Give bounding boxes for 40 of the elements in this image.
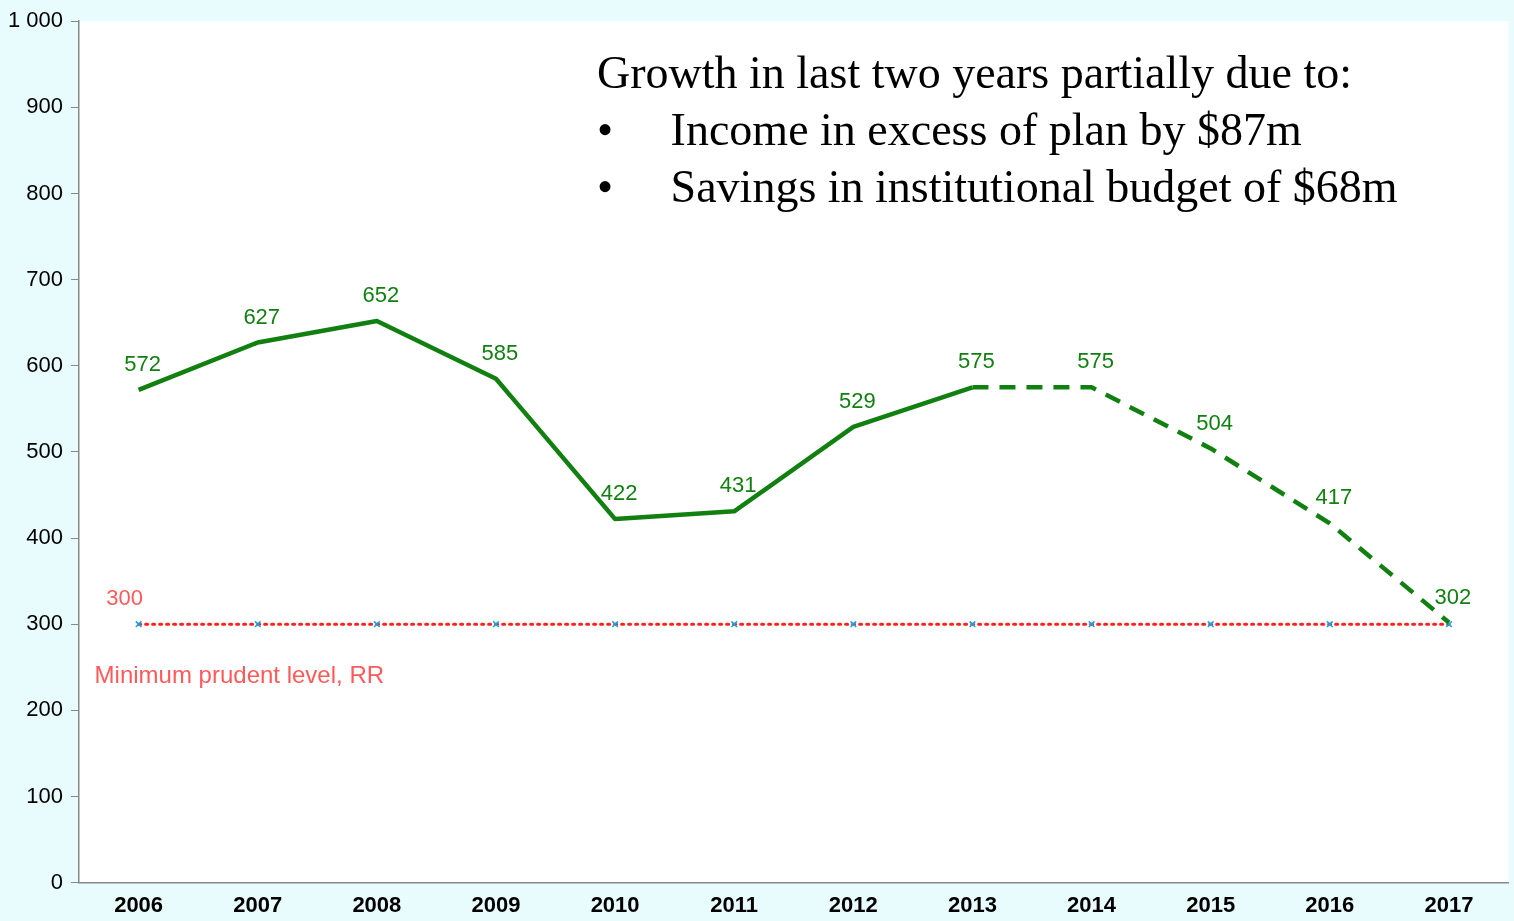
data-label: 627 <box>243 303 281 329</box>
series-label: Minimum prudent level, RR <box>94 660 385 688</box>
data-label: 431 <box>719 472 757 498</box>
data-label: 572 <box>124 350 161 376</box>
y-tick-label: 1 000 <box>7 7 64 33</box>
y-tick-label: 800 <box>26 179 64 205</box>
x-tick-label: 2017 <box>1424 891 1474 917</box>
annotation: • Income in excess of plan by $87m <box>597 103 1303 157</box>
annotation: • Savings in institutional budget of $68m <box>597 160 1398 214</box>
data-label: 529 <box>838 387 876 413</box>
y-tick-label: 300 <box>26 610 64 636</box>
x-tick-label: 2009 <box>471 891 521 917</box>
x-tick-label: 2010 <box>590 891 640 917</box>
y-tick-label: 500 <box>26 437 64 463</box>
x-tick-label: 2015 <box>1186 891 1236 917</box>
data-label: 417 <box>1315 484 1353 510</box>
y-tick-label: 0 <box>50 868 64 894</box>
y-tick-label: 100 <box>26 782 64 808</box>
data-label: 585 <box>481 339 519 365</box>
y-tick-label: 200 <box>26 696 64 722</box>
y-tick-label: 400 <box>26 524 64 550</box>
data-label: 575 <box>958 348 995 374</box>
x-tick-label: 2014 <box>1067 891 1117 917</box>
data-label: 652 <box>362 282 400 308</box>
x-tick-label: 2013 <box>947 891 997 917</box>
x-tick-label: 2011 <box>710 891 759 917</box>
y-tick-label: 900 <box>26 93 64 119</box>
x-tick-label: 2008 <box>352 891 402 917</box>
annotation: Growth in last two years partially due to: <box>597 46 1353 100</box>
data-label: 504 <box>1196 409 1234 435</box>
x-tick-label: 2016 <box>1305 891 1355 917</box>
data-label: 422 <box>600 480 638 506</box>
data-label: 300 <box>106 585 143 611</box>
data-label: 302 <box>1434 583 1472 609</box>
x-tick-label: 2006 <box>114 891 164 917</box>
x-tick-label: 2012 <box>828 891 878 917</box>
data-label: 575 <box>1077 348 1114 374</box>
y-tick-label: 600 <box>26 351 64 377</box>
x-tick-label: 2007 <box>233 891 283 917</box>
y-tick-label: 700 <box>26 265 64 291</box>
